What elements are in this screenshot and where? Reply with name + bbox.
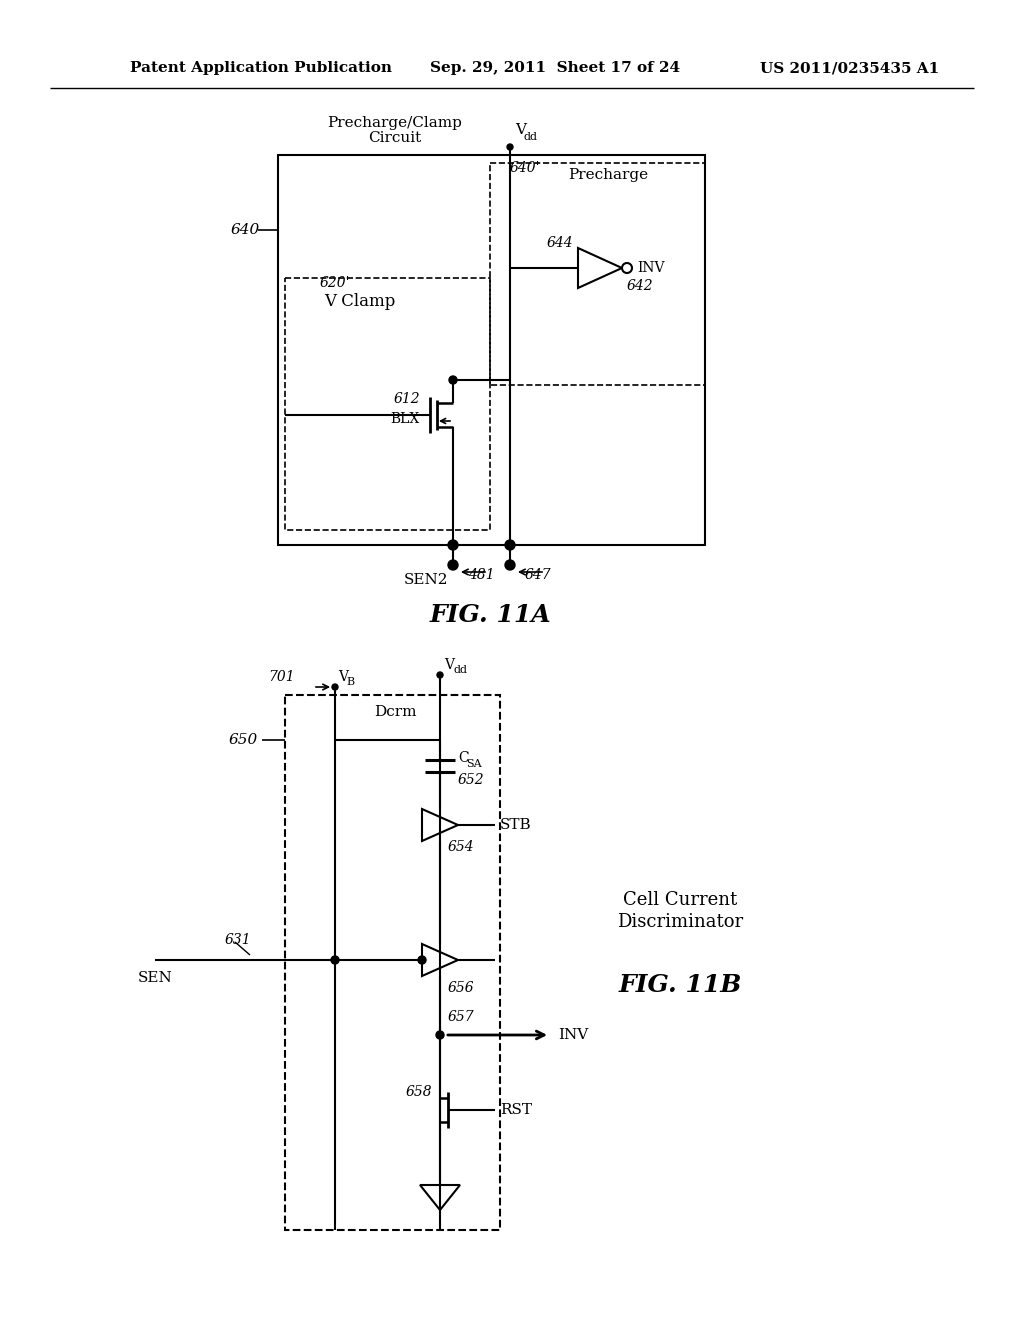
Text: Cell Current: Cell Current [623, 891, 737, 909]
Text: 656: 656 [449, 981, 475, 995]
Text: SEN: SEN [137, 972, 172, 985]
Text: V: V [444, 657, 454, 672]
Bar [285, 279, 490, 531]
Text: BLX: BLX [391, 412, 420, 426]
Bar [278, 154, 705, 545]
Text: STB: STB [500, 818, 531, 832]
Text: Dcrm: Dcrm [374, 705, 416, 719]
Circle shape [505, 560, 515, 570]
Text: dd: dd [453, 665, 467, 675]
Text: 631: 631 [224, 933, 251, 946]
Circle shape [449, 540, 458, 550]
Circle shape [449, 376, 457, 384]
Text: 652: 652 [458, 774, 484, 787]
Text: B: B [346, 677, 354, 686]
Text: INV: INV [558, 1028, 588, 1041]
Circle shape [449, 560, 458, 570]
Bar [490, 162, 705, 385]
Text: US 2011/0235435 A1: US 2011/0235435 A1 [760, 61, 939, 75]
Text: FIG. 11A: FIG. 11A [429, 603, 551, 627]
Text: RST: RST [500, 1104, 532, 1117]
Circle shape [505, 540, 515, 550]
Text: 658: 658 [406, 1085, 432, 1100]
Text: Precharge/Clamp: Precharge/Clamp [328, 116, 463, 129]
Text: Circuit: Circuit [369, 131, 422, 145]
Circle shape [437, 672, 443, 678]
Text: V: V [338, 671, 348, 684]
Text: dd: dd [524, 132, 538, 143]
Circle shape [418, 956, 426, 964]
Text: 640: 640 [230, 223, 260, 238]
Text: Patent Application Publication: Patent Application Publication [130, 61, 392, 75]
Text: 701: 701 [268, 671, 295, 684]
Text: INV: INV [637, 261, 665, 275]
Text: 650: 650 [228, 733, 258, 747]
Text: 644: 644 [547, 236, 573, 249]
Text: 620': 620' [319, 276, 350, 290]
Text: 657: 657 [449, 1010, 475, 1024]
Text: Sep. 29, 2011  Sheet 17 of 24: Sep. 29, 2011 Sheet 17 of 24 [430, 61, 680, 75]
Text: 481: 481 [468, 568, 495, 582]
Text: V Clamp: V Clamp [325, 293, 395, 310]
Text: SA: SA [466, 759, 481, 770]
Text: V: V [515, 123, 526, 137]
Text: 612: 612 [393, 392, 420, 407]
Text: C: C [458, 751, 469, 766]
Text: 640': 640' [510, 161, 541, 176]
Text: Precharge: Precharge [568, 168, 648, 182]
Text: Discriminator: Discriminator [616, 913, 743, 931]
Circle shape [332, 684, 338, 690]
Circle shape [331, 956, 339, 964]
Bar [285, 696, 500, 1230]
Text: SEN2: SEN2 [403, 573, 449, 587]
Text: 654: 654 [449, 840, 475, 854]
Text: 647: 647 [525, 568, 552, 582]
Text: FIG. 11B: FIG. 11B [618, 973, 741, 997]
Circle shape [507, 144, 513, 150]
Text: 642: 642 [627, 279, 653, 293]
Circle shape [436, 1031, 444, 1039]
